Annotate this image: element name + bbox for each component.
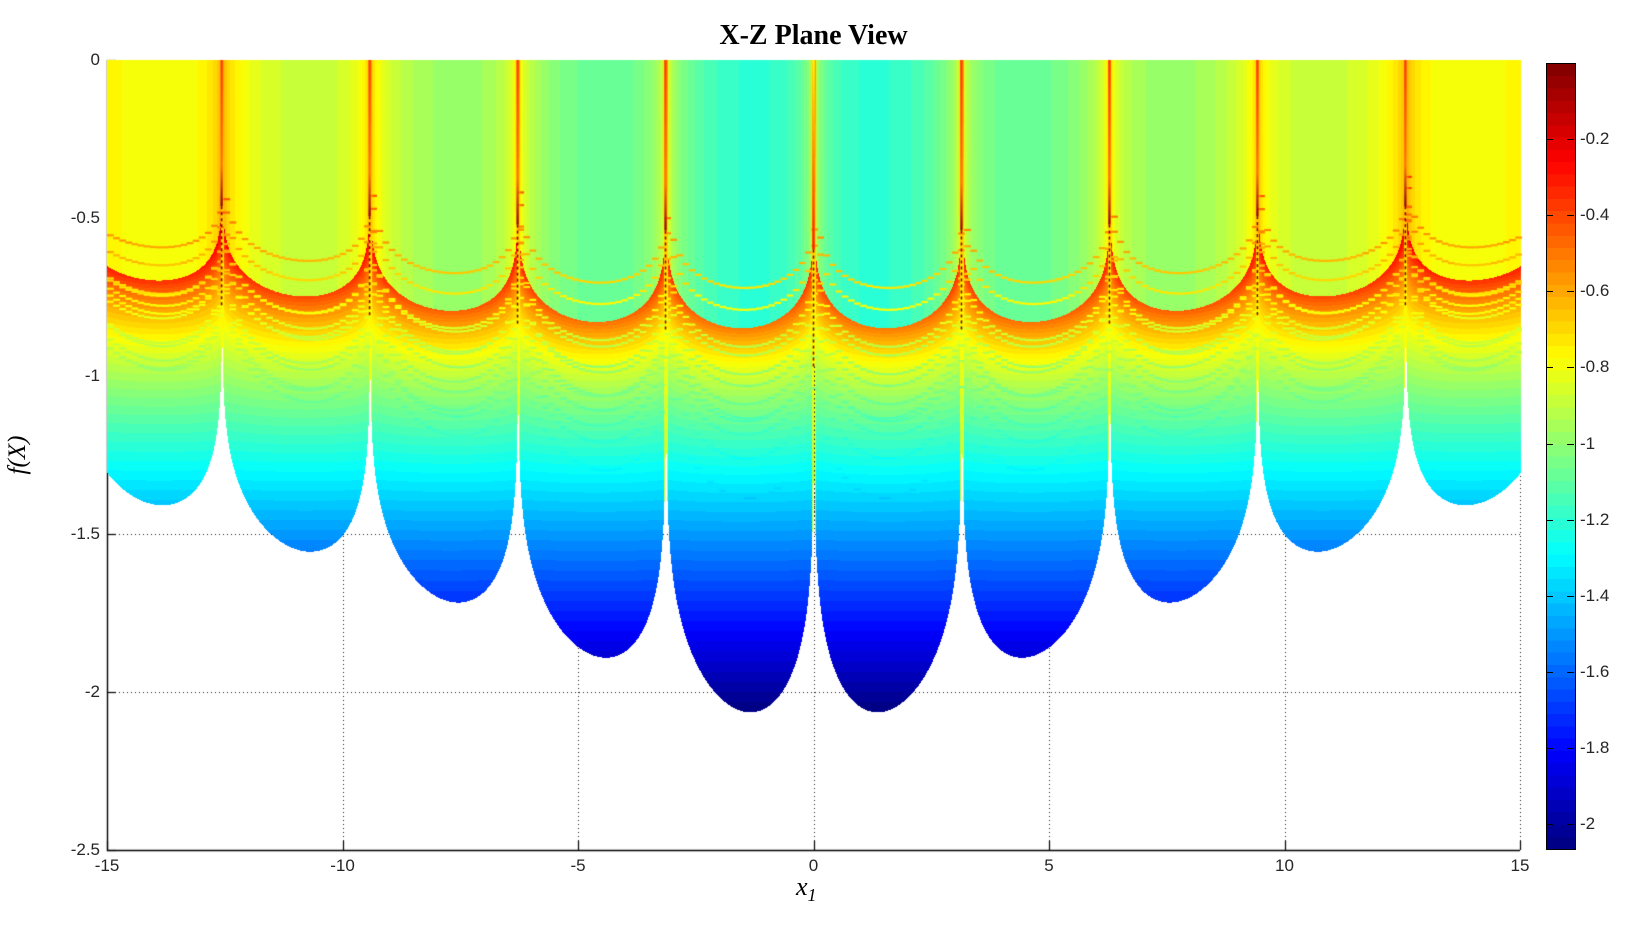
- colorbar-tick-label: -2: [1580, 814, 1596, 834]
- colorbar-tick: [1567, 748, 1574, 749]
- colorbar-tick: [1546, 748, 1553, 749]
- x-axis-tick-label: -10: [330, 856, 355, 875]
- y-axis-label: f(X): [4, 435, 31, 475]
- colorbar-tick-label: -1.4: [1580, 585, 1610, 605]
- x-axis-label-subscript: 1: [807, 885, 817, 906]
- colorbar-tick: [1546, 824, 1553, 825]
- colorbar-tick: [1567, 444, 1574, 445]
- colorbar-tick: [1546, 520, 1553, 521]
- colorbar-tick-label: -0.8: [1580, 357, 1610, 377]
- colorbar: [1546, 63, 1576, 850]
- y-axis-tick-label: -2: [84, 682, 100, 701]
- y-axis-tick-label: -1.5: [70, 524, 100, 543]
- colorbar-tick: [1567, 291, 1574, 292]
- colorbar-tick: [1546, 444, 1553, 445]
- x-axis-tick-label: -5: [570, 856, 586, 875]
- y-axis-tick-label: -2.5: [70, 840, 100, 859]
- y-axis-tick-label: -0.5: [70, 208, 100, 227]
- x-axis-tick-label: 15: [1510, 856, 1530, 875]
- colorbar-tick: [1546, 139, 1553, 140]
- colorbar-tick: [1546, 215, 1553, 216]
- colorbar-tick: [1567, 215, 1574, 216]
- x-axis-tick-label: 5: [1044, 856, 1054, 875]
- colorbar-tick: [1567, 596, 1574, 597]
- y-axis-tick-label: 0: [90, 50, 100, 69]
- x-axis-tick-label: -15: [94, 856, 120, 875]
- colorbar-tick-label: -1.8: [1580, 738, 1610, 758]
- x-axis-tick-label: 0: [808, 856, 819, 875]
- colorbar-tick-label: -1.2: [1580, 509, 1610, 529]
- colorbar-tick-label: -1: [1580, 433, 1596, 453]
- colorbar-tick-label: -0.6: [1580, 281, 1610, 301]
- x-axis-tick-label: 10: [1275, 856, 1294, 875]
- colorbar-tick: [1567, 139, 1574, 140]
- colorbar-tick: [1567, 367, 1574, 368]
- colorbar-tick: [1567, 672, 1574, 673]
- x-axis-label-base: x: [796, 872, 808, 901]
- colorbar-tick-label: -1.6: [1580, 661, 1610, 681]
- colorbar-tick: [1546, 596, 1553, 597]
- colorbar-tick: [1567, 520, 1574, 521]
- colorbar-tick-label: -0.4: [1580, 205, 1610, 225]
- y-axis-tick-label: -1: [84, 366, 100, 385]
- x-axis-label: x1: [796, 872, 817, 906]
- colorbar-tick-label: -0.2: [1580, 129, 1610, 149]
- colorbar-tick: [1546, 672, 1553, 673]
- colorbar-tick: [1567, 824, 1574, 825]
- colorbar-tick: [1546, 367, 1553, 368]
- colorbar-tick: [1546, 291, 1553, 292]
